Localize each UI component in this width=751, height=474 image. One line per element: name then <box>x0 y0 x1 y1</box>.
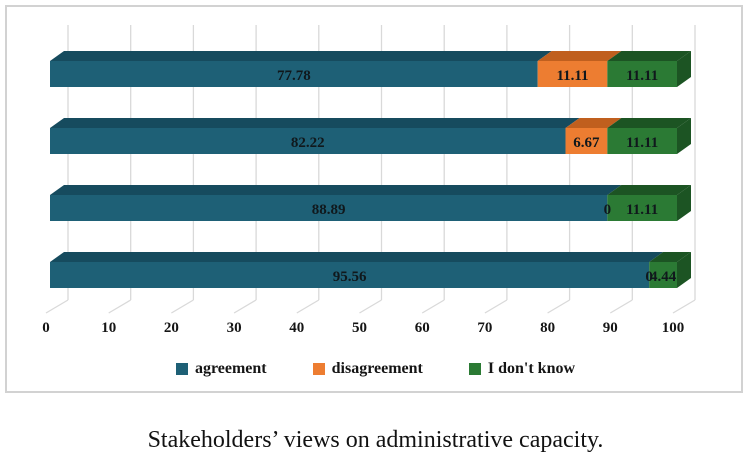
segment-value-label: 6.67 <box>573 135 600 151</box>
legend-swatch-i-dont-know-icon <box>468 363 481 375</box>
figure-caption: Stakeholders’ views on administrative ca… <box>147 427 604 453</box>
legend-swatch-disagreement-icon <box>312 363 325 375</box>
axis-tick-label: 0 <box>42 320 50 336</box>
axis-tick-label: 90 <box>603 320 618 336</box>
bar-segment-top <box>565 118 622 128</box>
bar-segment-top <box>50 51 552 61</box>
bar-segment-top <box>50 118 580 128</box>
segment-value-label: 77.78 <box>277 68 311 84</box>
legend-swatch-agreement-icon <box>175 363 188 375</box>
axis-tick-label: 30 <box>227 320 242 336</box>
legend-label-disagreement: disagreement <box>331 360 423 377</box>
bar-segment-front <box>607 61 677 87</box>
bar-segment-top <box>649 252 691 262</box>
segment-value-label: 0 <box>645 269 653 285</box>
legend-item-agreement: agreement <box>175 360 267 378</box>
axis-tick-label: 20 <box>164 320 179 336</box>
bar-segment-top <box>607 185 691 195</box>
bar-segment-top <box>607 51 691 61</box>
bar-segment-front <box>50 128 566 154</box>
axis-tick-label: 40 <box>289 320 304 336</box>
bar-segment-front <box>50 262 650 288</box>
axis-tick-label: 70 <box>477 320 492 336</box>
bar-end-cap <box>677 252 691 288</box>
gridline-floor-tick <box>296 299 320 314</box>
segment-value-label: 11.11 <box>626 202 658 218</box>
legend-label-agreement: agreement <box>194 360 267 377</box>
segment-value-label: 82.22 <box>291 135 325 151</box>
gridline-floor-tick <box>45 299 69 314</box>
segment-value-label: 95.56 <box>333 269 367 285</box>
gridline-floor-tick <box>359 299 382 314</box>
chart-legend: agreement disagreement I don't know <box>0 360 751 378</box>
bar-segment-top <box>50 252 664 262</box>
stacked-bar-chart: 0 10 20 30 40 50 60 70 80 90 100 77.78 11.11 11.11 82.… <box>42 25 696 336</box>
bar-end-cap <box>677 51 691 87</box>
bar-end-cap <box>677 118 691 154</box>
gridline-floor-tick <box>171 299 194 314</box>
bar-segment-front <box>50 61 538 87</box>
axis-tick-label: 50 <box>352 320 367 336</box>
segment-value-label: 88.89 <box>312 202 346 218</box>
gridline-floor-tick <box>484 299 508 314</box>
bar-segment-front <box>537 61 608 87</box>
gridline-floor-tick <box>672 299 696 314</box>
bar-segment-top <box>537 51 622 61</box>
axis-tick-label: 100 <box>662 320 685 336</box>
gridline-floor-tick <box>547 299 570 314</box>
bar-segment-front <box>607 128 677 154</box>
gridline-floor-tick <box>609 299 633 314</box>
gridline-floor-tick <box>108 299 132 314</box>
segment-value-label: 11.11 <box>626 135 658 151</box>
legend-item-disagreement: disagreement <box>312 360 423 378</box>
segment-value-label: 11.11 <box>556 68 588 84</box>
segment-value-label: 0 <box>604 202 612 218</box>
gridline-floor-tick <box>421 299 445 314</box>
axis-tick-label: 80 <box>540 320 555 336</box>
bar-segment-front <box>50 195 608 221</box>
segment-value-label: 11.11 <box>626 68 658 84</box>
bar-segment-front <box>565 128 608 154</box>
axis-tick-label: 60 <box>415 320 430 336</box>
bar-end-cap <box>677 185 691 221</box>
bar-segment-top <box>50 185 622 195</box>
bar-segment-front <box>607 195 677 221</box>
legend-item-i-dont-know: I don't know <box>468 360 576 378</box>
segment-value-label: 4.44 <box>650 269 677 285</box>
axis-tick-label: 10 <box>101 320 116 336</box>
bar-segment-top <box>607 118 691 128</box>
bar-segment-front <box>649 262 677 288</box>
gridline-floor-tick <box>233 299 257 314</box>
legend-label-i-dont-know: I don't know <box>487 360 576 377</box>
